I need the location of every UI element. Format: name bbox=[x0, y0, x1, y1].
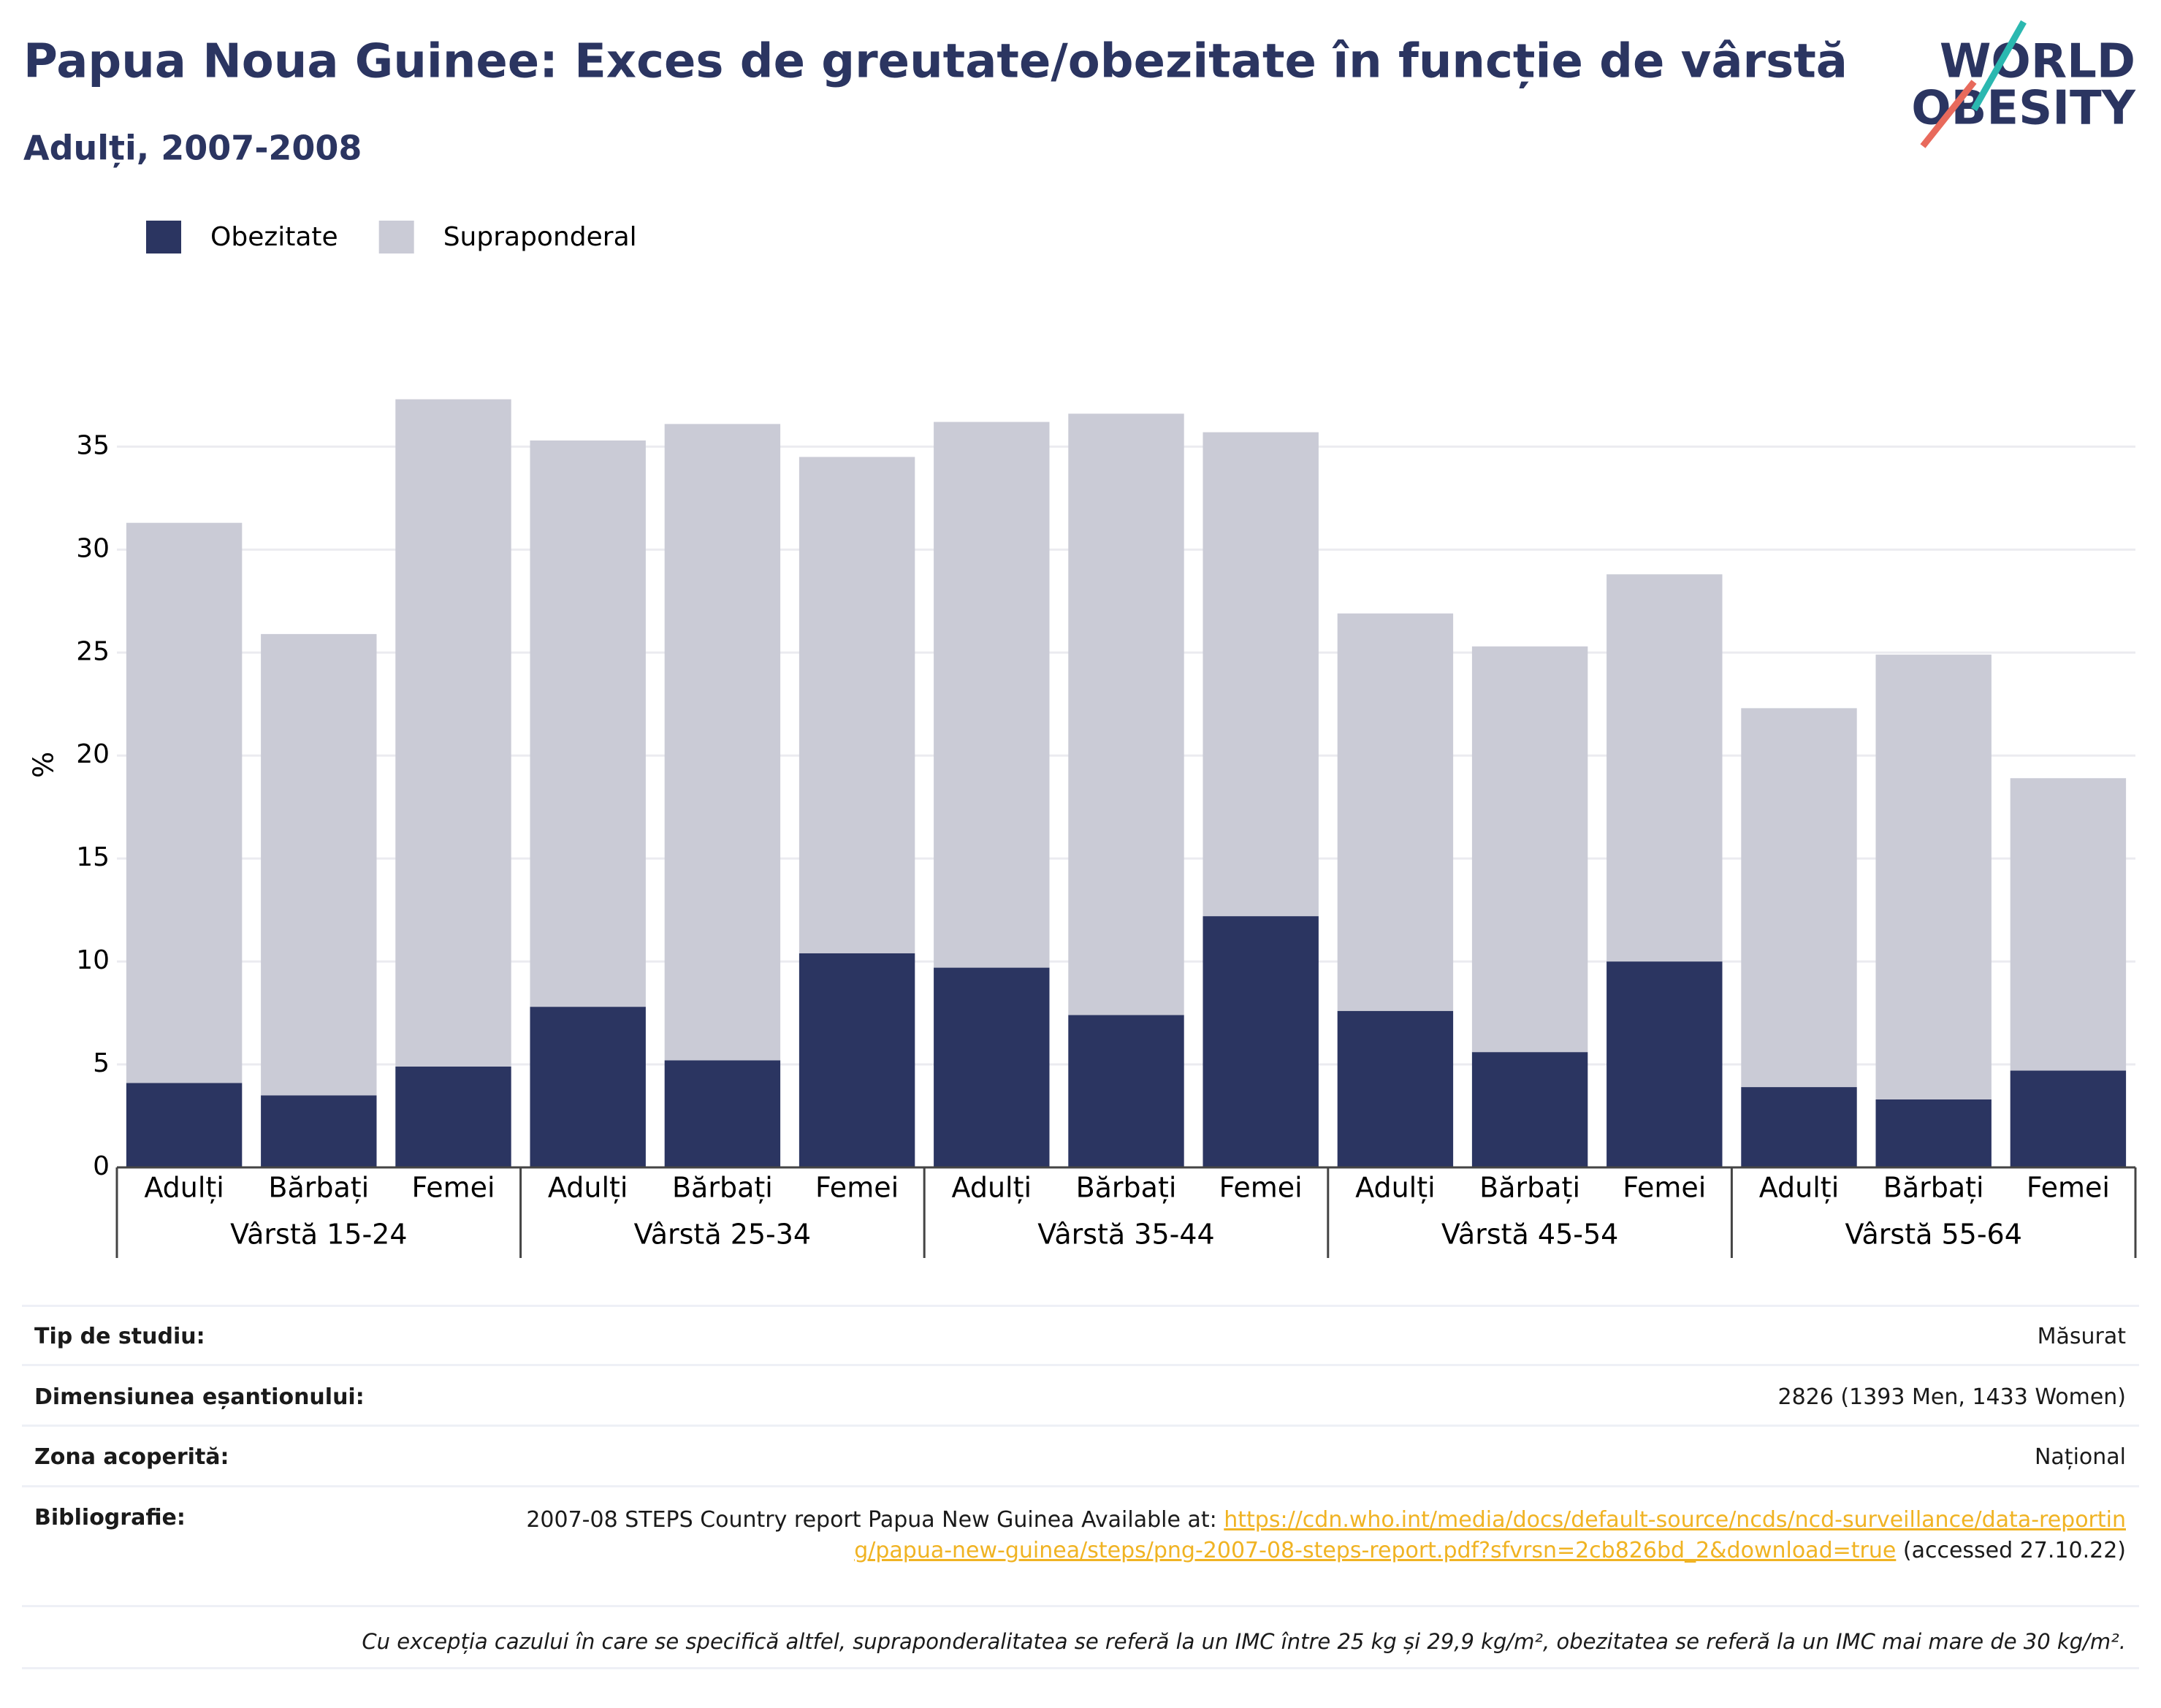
x-tick-label: Adulți bbox=[1355, 1172, 1436, 1204]
bar-segment bbox=[530, 1007, 646, 1167]
x-tick-label: Bărbați bbox=[1883, 1172, 1984, 1204]
row-divider bbox=[22, 1425, 2139, 1427]
chart-title: Papua Noua Guinee: Exces de greutate/obe… bbox=[23, 35, 1848, 89]
x-tick-label: Adulți bbox=[1759, 1172, 1840, 1204]
x-tick-label: Bărbați bbox=[1479, 1172, 1580, 1204]
bar-segment bbox=[1875, 1099, 1992, 1167]
row-label: Dimensiunea eșantionului: bbox=[34, 1384, 365, 1410]
bar-segment bbox=[1471, 646, 1588, 1053]
x-tick-label: Femei bbox=[815, 1172, 899, 1204]
x-tick-label: Adulți bbox=[952, 1172, 1032, 1204]
group-label: Vârstă 55-64 bbox=[1845, 1219, 2021, 1251]
y-tick-label: 30 bbox=[76, 533, 110, 563]
bar-segment bbox=[1607, 574, 1723, 962]
y-tick-label: 35 bbox=[76, 430, 110, 460]
row-divider bbox=[22, 1667, 2139, 1669]
row-value: Măsurat bbox=[2037, 1324, 2126, 1349]
bar-segment bbox=[1337, 613, 1454, 1011]
x-tick-label: Femei bbox=[1219, 1172, 1303, 1204]
y-tick-label: 10 bbox=[76, 945, 110, 975]
x-tick-label: Femei bbox=[1623, 1172, 1706, 1204]
bar-segment bbox=[1203, 432, 1319, 917]
bibliography: 2007-08 STEPS Country report Papua New G… bbox=[519, 1505, 2126, 1566]
bar-segment bbox=[1337, 1010, 1454, 1167]
bar-segment bbox=[1471, 1052, 1588, 1167]
chart-subtitle: Adulți, 2007-2008 bbox=[23, 129, 362, 168]
bibliography-text: (accessed 27.10.22) bbox=[1896, 1538, 2126, 1563]
bar-segment bbox=[799, 953, 915, 1167]
bar-segment bbox=[126, 1083, 243, 1167]
logo-text: OBESITY bbox=[1911, 82, 2135, 136]
bar-segment bbox=[1741, 1087, 1857, 1167]
bar-segment bbox=[799, 457, 915, 953]
footnote: Cu excepția cazului în care se specifică… bbox=[362, 1629, 2126, 1654]
y-tick-label: 25 bbox=[76, 636, 110, 666]
bar-segment bbox=[934, 422, 1050, 968]
bar-segment bbox=[126, 522, 243, 1083]
chart: Papua Noua Guinee: Exces de greutate/obe… bbox=[23, 20, 2137, 1258]
bar-segment bbox=[2010, 778, 2127, 1071]
x-tick-label: Bărbați bbox=[1076, 1172, 1177, 1204]
bar-segment bbox=[261, 1095, 377, 1167]
legend-label: Obezitate bbox=[210, 222, 338, 252]
logo-stroke bbox=[1971, 20, 2027, 112]
row-label: Tip de studiu: bbox=[34, 1324, 205, 1349]
legend-label: Supraponderal bbox=[443, 222, 637, 252]
bar-segment bbox=[1741, 708, 1857, 1088]
y-tick-label: 15 bbox=[76, 842, 110, 872]
y-tick-label: 5 bbox=[93, 1048, 110, 1078]
bar-segment bbox=[664, 424, 781, 1061]
x-tick-label: Femei bbox=[411, 1172, 495, 1204]
bar-segment bbox=[530, 440, 646, 1007]
row-label: Zona acoperită: bbox=[34, 1444, 229, 1470]
x-tick-label: Bărbați bbox=[672, 1172, 773, 1204]
row-divider bbox=[22, 1605, 2139, 1607]
bar-segment bbox=[1607, 961, 1723, 1167]
y-tick-label: 20 bbox=[76, 739, 110, 769]
legend-swatch bbox=[378, 221, 414, 253]
bar-segment bbox=[664, 1060, 781, 1167]
row-divider bbox=[22, 1485, 2139, 1487]
bar-segment bbox=[1068, 413, 1184, 1015]
row-divider bbox=[22, 1305, 2139, 1307]
bibliography-text: 2007-08 STEPS Country report Papua New G… bbox=[526, 1507, 1224, 1533]
bar-segment bbox=[395, 399, 511, 1067]
x-tick-label: Femei bbox=[2027, 1172, 2110, 1204]
bar-segment bbox=[1203, 916, 1319, 1167]
group-label: Vârstă 15-24 bbox=[230, 1219, 407, 1251]
x-tick-label: Bărbați bbox=[268, 1172, 369, 1204]
y-axis-label: % bbox=[28, 752, 60, 778]
row-divider bbox=[22, 1364, 2139, 1366]
bar-segment bbox=[934, 967, 1050, 1167]
group-label: Vârstă 35-44 bbox=[1037, 1219, 1214, 1251]
y-tick-label: 0 bbox=[93, 1151, 110, 1181]
row-value: 2826 (1393 Men, 1433 Women) bbox=[1777, 1384, 2126, 1410]
row-label: Bibliografie: bbox=[34, 1505, 186, 1530]
group-label: Vârstă 25-34 bbox=[634, 1219, 811, 1251]
bibliography-link[interactable]: https://cdn.who.int/media/docs/default-s… bbox=[854, 1507, 2126, 1563]
x-tick-label: Adulți bbox=[144, 1172, 224, 1204]
group-label: Vârstă 45-54 bbox=[1441, 1219, 1618, 1251]
logo-stroke bbox=[1920, 80, 1977, 148]
x-tick-label: Adulți bbox=[548, 1172, 628, 1204]
row-value: Național bbox=[2034, 1444, 2126, 1470]
bar-segment bbox=[2010, 1070, 2127, 1167]
bar-segment bbox=[395, 1066, 511, 1167]
legend-swatch bbox=[146, 221, 181, 253]
bar-segment bbox=[1068, 1015, 1184, 1167]
bar-segment bbox=[261, 633, 377, 1096]
bar-segment bbox=[1875, 655, 1992, 1099]
logo-text: WORLD bbox=[1940, 35, 2135, 89]
